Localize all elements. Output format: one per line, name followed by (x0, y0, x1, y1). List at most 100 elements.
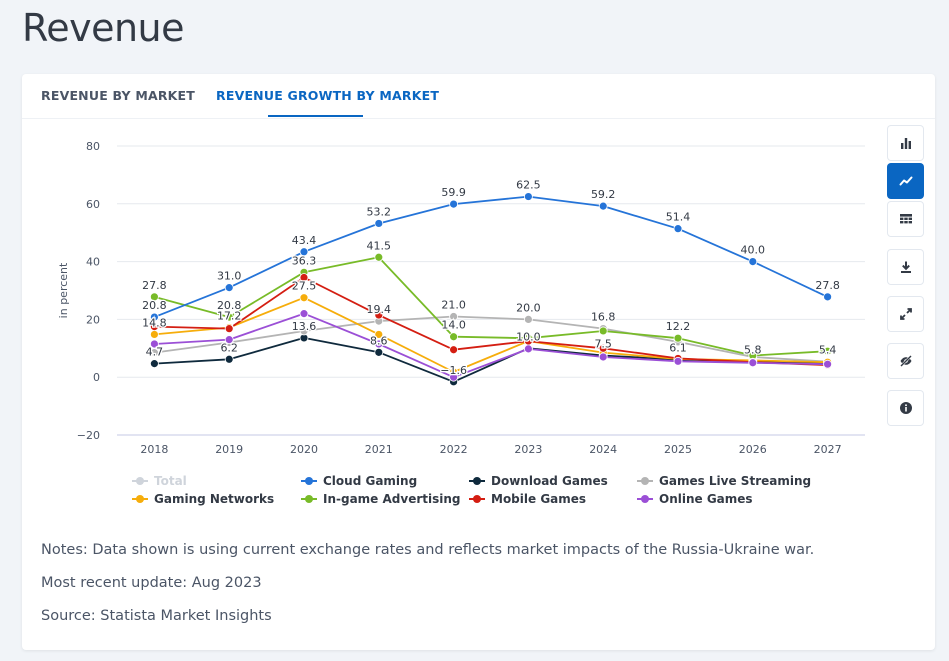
data-point-download-games[interactable] (149, 359, 159, 369)
data-point-cloud-gaming[interactable] (673, 224, 683, 234)
fullscreen-button[interactable] (888, 297, 923, 331)
data-point-online-games[interactable] (149, 339, 159, 349)
legend-label: Mobile Games (491, 492, 587, 506)
data-point-games-live-streaming[interactable] (523, 314, 533, 324)
tab-revenue-growth-by-market[interactable]: REVENUE GROWTH BY MARKET (216, 88, 440, 103)
bar-chart-icon (899, 136, 913, 150)
data-point-online-games[interactable] (224, 335, 234, 345)
bar-chart-button[interactable] (888, 126, 923, 160)
data-point-online-games[interactable] (598, 352, 608, 362)
data-point-online-games[interactable] (449, 372, 459, 382)
data-point-mobile-games[interactable] (149, 322, 159, 332)
data-point-download-games[interactable] (374, 347, 384, 357)
data-point-games-live-streaming[interactable] (149, 348, 159, 358)
data-point-gaming-networks[interactable] (299, 293, 309, 303)
line-chart: −20 0 20 40 60 80 2018 2019 2020 2021 2022 2023 2024… (57, 140, 865, 456)
data-label: 59.9 (441, 186, 466, 199)
data-point-in-game-advertising[interactable] (449, 332, 459, 342)
series-line-mobile-games (154, 276, 828, 366)
data-label: 43.4 (292, 234, 317, 247)
data-point-cloud-gaming[interactable] (598, 201, 608, 211)
data-point-mobile-games[interactable] (224, 324, 234, 334)
legend-label: Download Games (491, 474, 608, 488)
data-point-online-games[interactable] (748, 358, 758, 368)
data-point-cloud-gaming[interactable] (374, 219, 384, 228)
data-label: −1.6 (440, 364, 467, 377)
update-text: Most recent update: Aug 2023 (41, 575, 262, 591)
series-line-in-game-advertising (154, 256, 828, 357)
legend-label: In-game Advertising (323, 492, 461, 506)
legend-item-in-game-advertising[interactable]: In-game Advertising (301, 492, 461, 506)
info-button[interactable] (888, 391, 923, 425)
data-point-online-games[interactable] (374, 339, 384, 349)
data-label: 6.1 (669, 342, 687, 355)
x-tick-label: 2021 (365, 443, 393, 456)
data-point-gaming-networks[interactable] (374, 330, 384, 339)
data-point-online-games[interactable] (299, 309, 309, 319)
data-point-cloud-gaming[interactable] (748, 257, 758, 267)
data-point-mobile-games[interactable] (449, 345, 459, 355)
legend-label: Gaming Networks (154, 492, 275, 506)
legend-marker (301, 494, 317, 504)
data-point-cloud-gaming[interactable] (523, 192, 533, 201)
data-label: 4.7 (146, 346, 164, 359)
data-point-cloud-gaming[interactable] (449, 199, 459, 209)
data-label: 21.0 (441, 299, 466, 312)
data-point-in-game-advertising[interactable] (374, 252, 384, 262)
download-button[interactable] (888, 250, 923, 284)
data-point-gaming-networks[interactable] (149, 330, 159, 339)
x-tick-label: 2026 (739, 443, 767, 456)
legend-label: Online Games (659, 492, 753, 506)
legend-item-download-games[interactable]: Download Games (469, 474, 608, 488)
y-tick-label: 40 (86, 256, 100, 269)
data-point-cloud-gaming[interactable] (823, 292, 832, 302)
data-point-cloud-gaming[interactable] (299, 247, 309, 257)
x-tick-label: 2025 (664, 443, 692, 456)
data-point-cloud-gaming[interactable] (149, 312, 159, 322)
data-label: 14.8 (142, 316, 167, 329)
info-icon (899, 401, 913, 415)
data-point-in-game-advertising[interactable] (673, 333, 683, 343)
legend-item-total[interactable]: Total (132, 474, 187, 488)
data-point-in-game-advertising[interactable] (149, 292, 159, 302)
data-point-mobile-games[interactable] (598, 343, 608, 353)
data-point-mobile-games[interactable] (374, 310, 384, 320)
data-point-online-games[interactable] (823, 359, 832, 369)
line-chart-button[interactable] (888, 164, 923, 198)
x-tick-label: 2018 (140, 443, 168, 456)
series-line-games-live-streaming (154, 315, 828, 363)
data-label: 53.2 (367, 205, 392, 218)
data-label: 13.6 (292, 320, 317, 333)
data-label: 5.4 (819, 344, 837, 357)
y-axis-label: in percent (57, 262, 70, 318)
data-point-online-games[interactable] (523, 344, 533, 354)
table-button[interactable] (888, 202, 923, 236)
data-point-games-live-streaming[interactable] (299, 326, 309, 336)
data-point-online-games[interactable] (673, 356, 683, 366)
download-icon (899, 260, 913, 274)
legend-item-gaming-networks[interactable]: Gaming Networks (132, 492, 274, 506)
data-point-in-game-advertising[interactable] (598, 326, 608, 336)
legend-marker (301, 476, 317, 486)
data-label: 59.2 (591, 188, 616, 201)
legend-item-mobile-games[interactable]: Mobile Games (469, 492, 586, 506)
data-label: 31.0 (217, 270, 242, 283)
data-point-download-games[interactable] (224, 354, 234, 364)
data-point-games-live-streaming[interactable] (449, 312, 459, 321)
y-tick-label: 0 (93, 371, 100, 384)
chart-card: REVENUE BY MARKET REVENUE GROWTH BY MARK… (22, 74, 935, 650)
data-point-cloud-gaming[interactable] (224, 283, 234, 293)
tab-revenue-by-market[interactable]: REVENUE BY MARKET (41, 88, 196, 103)
data-point-in-game-advertising[interactable] (823, 346, 832, 356)
data-point-mobile-games[interactable] (299, 273, 309, 282)
data-label: 20.8 (217, 299, 242, 312)
hide-button[interactable] (888, 344, 923, 378)
legend-marker (469, 476, 485, 486)
page-title: Revenue (22, 6, 185, 50)
legend-marker (132, 494, 148, 504)
data-point-in-game-advertising[interactable] (224, 312, 234, 322)
legend-item-games-live-streaming[interactable]: Games Live Streaming (637, 474, 811, 488)
legend-item-cloud-gaming[interactable]: Cloud Gaming (301, 474, 417, 488)
y-tick-label: 80 (86, 140, 100, 153)
legend-item-online-games[interactable]: Online Games (637, 492, 753, 506)
